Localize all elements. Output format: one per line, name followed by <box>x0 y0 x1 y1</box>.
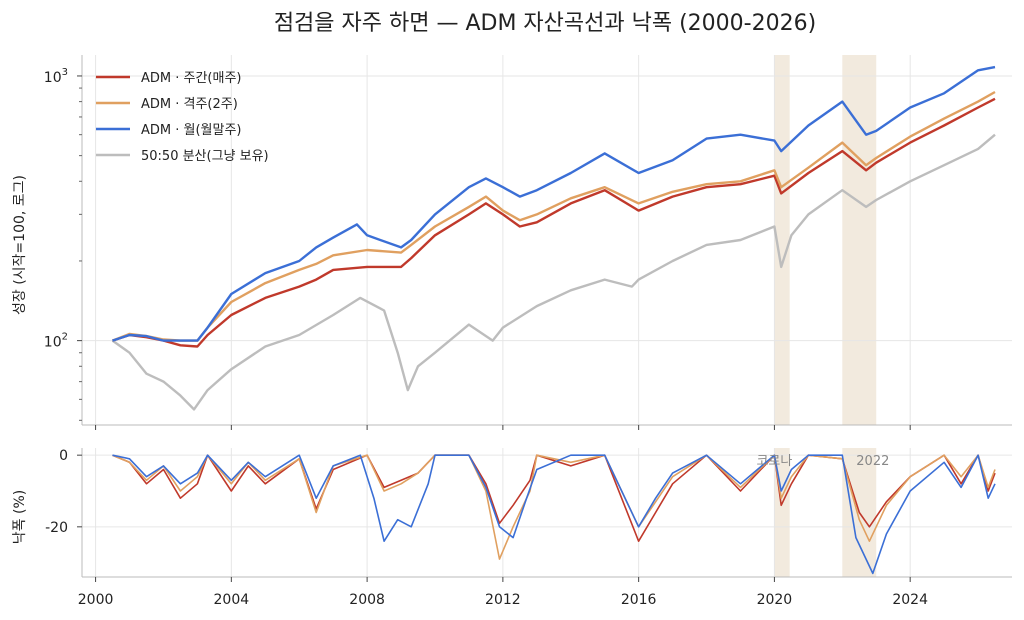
x-tick-label: 2024 <box>892 592 928 608</box>
drawdown-series-0 <box>112 454 996 543</box>
y-tick-exponent: 2 <box>62 332 68 343</box>
shaded-period-1 <box>842 55 877 425</box>
shade-annotation: 2022 <box>856 454 889 469</box>
drawdown-y-tick-label: -20 <box>45 520 68 536</box>
x-tick-label: 2000 <box>78 592 114 608</box>
legend: ADM · 주간(매주) ADM · 격주(2주) ADM · 월(월말주) 50:5… <box>96 71 269 164</box>
y-tick-exponent: 3 <box>62 67 68 78</box>
legend-label: ADM · 격주(2주) <box>141 97 238 112</box>
drawdown-y-tick-label: 0 <box>59 448 68 464</box>
chart-title: 점검을 자주 하면 — ADM 자산곡선과 낙폭 (2000-2026) <box>274 11 816 36</box>
x-tick-label: 2008 <box>349 592 385 608</box>
x-tick-label: 2020 <box>757 592 793 608</box>
drawdown-panel: 2000 2004 2008 2012 2016 2020 2024 0 -20 코로나 2022… <box>12 448 1012 608</box>
growth-series-2 <box>112 65 996 342</box>
y-tick-label: 102 <box>44 332 68 351</box>
y-tick-label: 103 <box>44 67 68 86</box>
x-tick-label: 2004 <box>214 592 250 608</box>
growth-ylabel: 성장 (시작=100, 로그) <box>12 175 28 315</box>
x-tick-label: 2016 <box>621 592 657 608</box>
drawdown-series-2 <box>112 454 996 575</box>
y-tick-base: 10 <box>44 70 62 86</box>
legend-label: ADM · 월(월말주) <box>141 123 242 138</box>
growth-series-0 <box>112 97 996 348</box>
shade-annotation: 코로나 <box>756 454 792 469</box>
legend-label: ADM · 주간(매주) <box>141 71 242 86</box>
growth-series-3 <box>111 133 996 411</box>
x-tick-label: 2012 <box>485 592 521 608</box>
y-tick-base: 10 <box>44 335 62 351</box>
drawdown-ylabel: 낙폭 (%) <box>12 490 28 544</box>
legend-label: 50:50 분산(그냥 보유) <box>141 149 269 164</box>
